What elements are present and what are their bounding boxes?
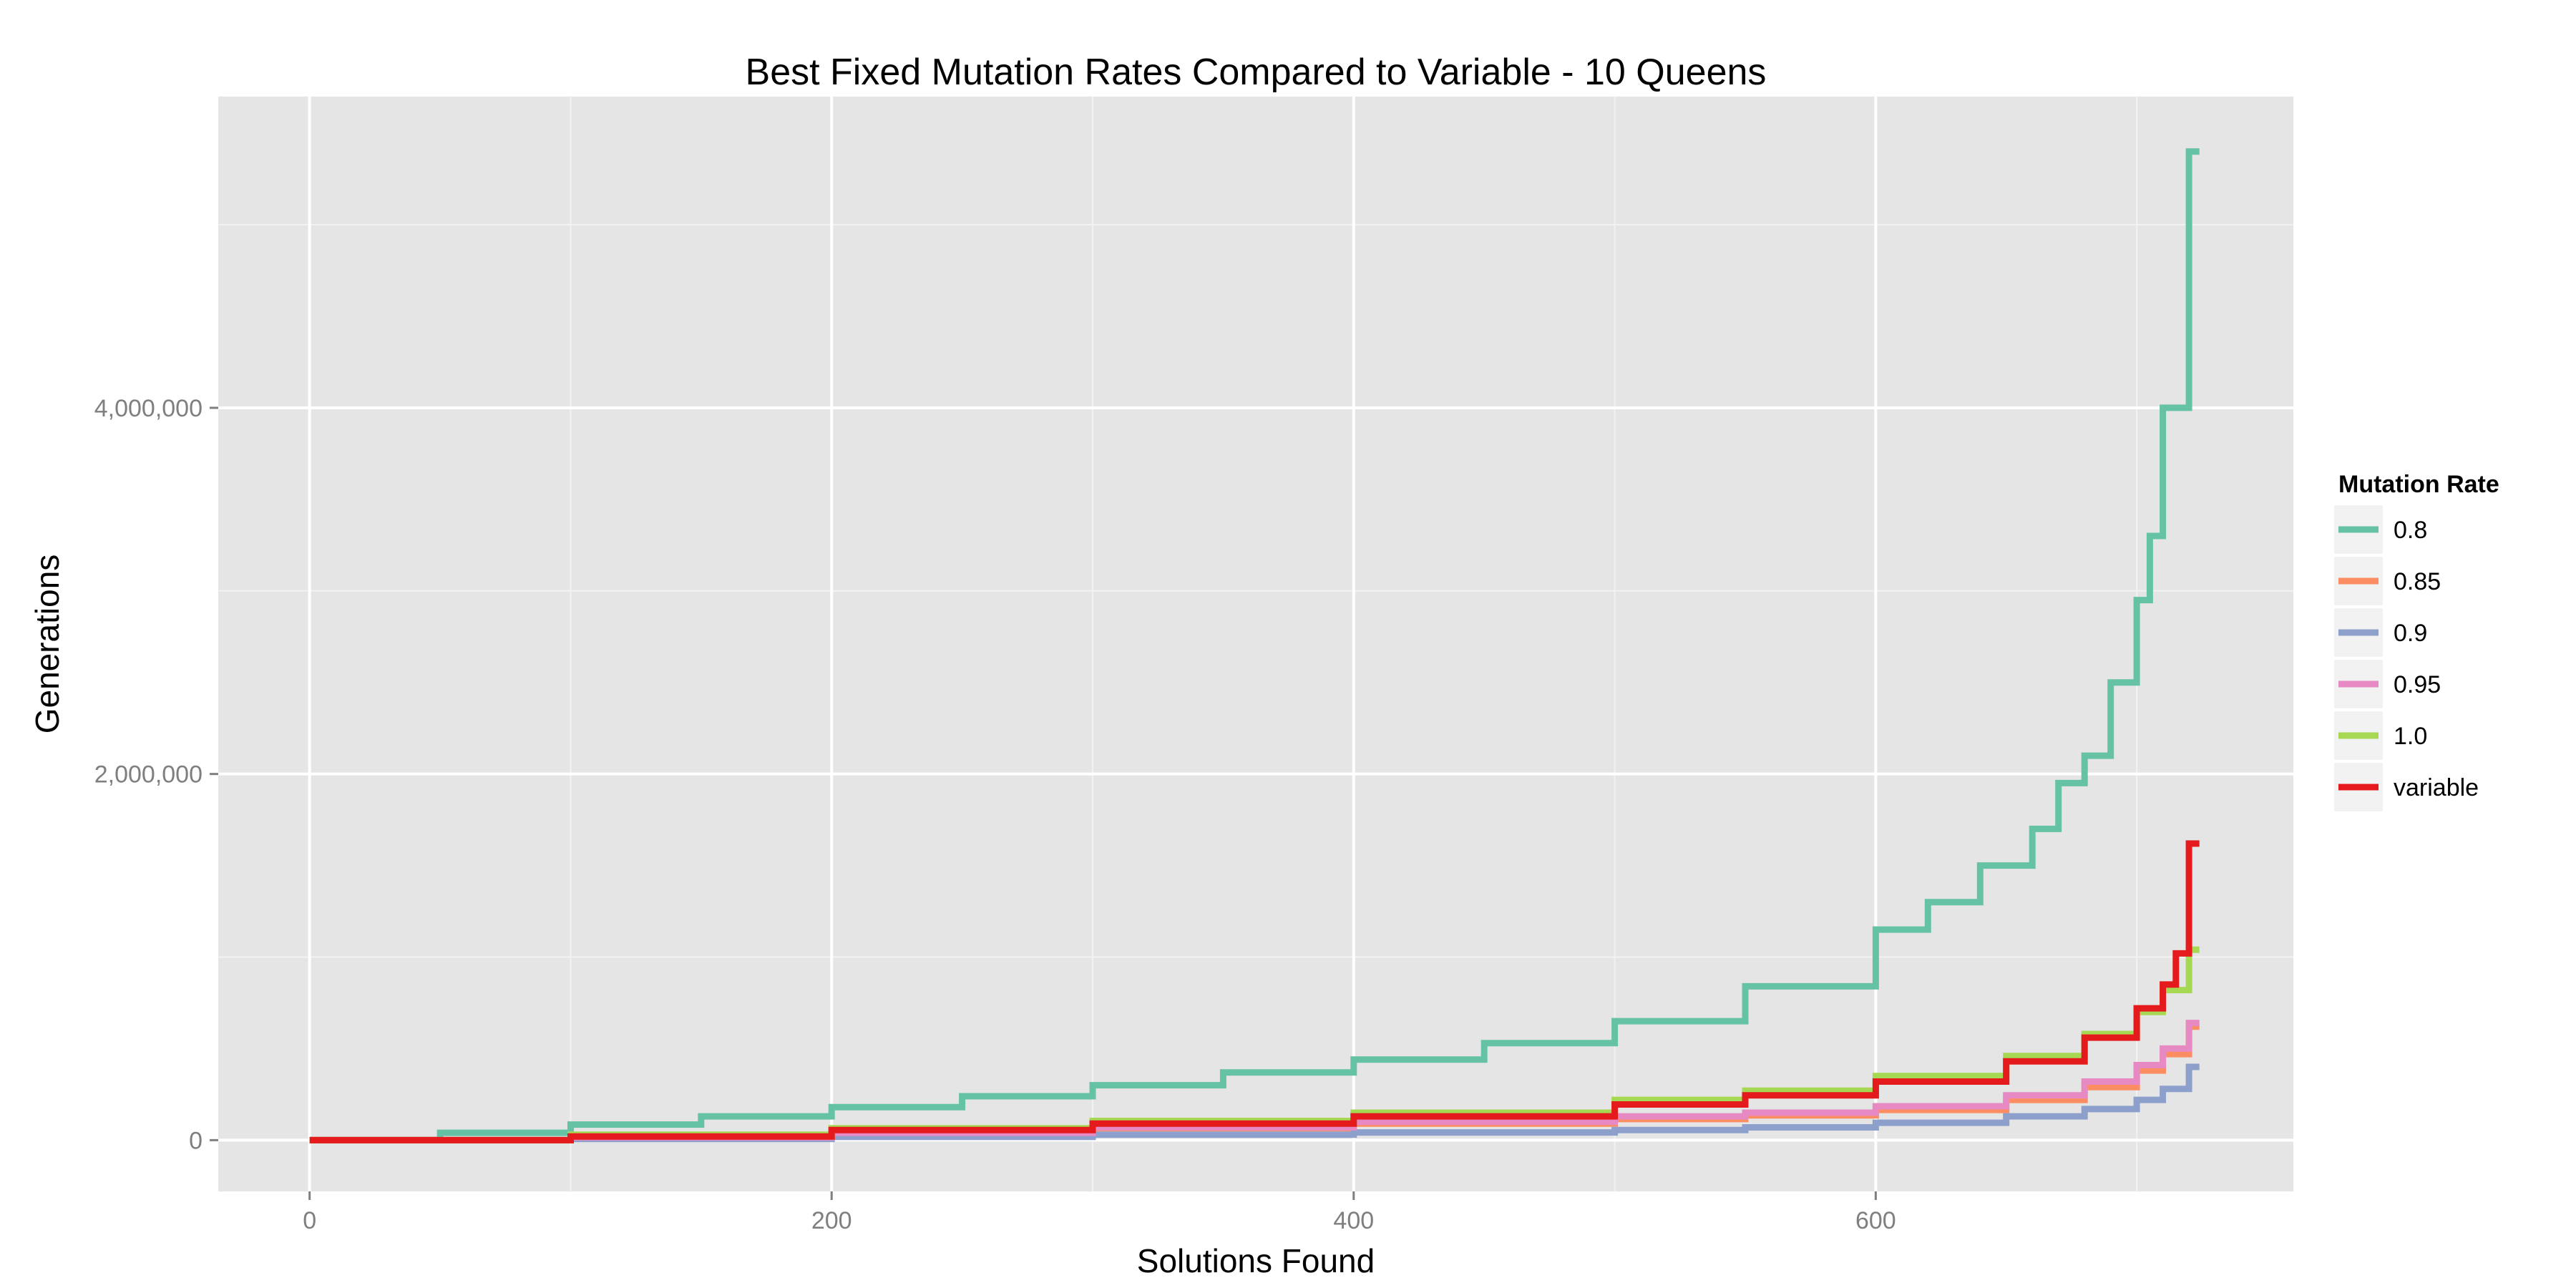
series-line-0-9 — [309, 1063, 2200, 1143]
chart-title: Best Fixed Mutation Rates Compared to Va… — [746, 52, 1767, 93]
plot-panel — [218, 97, 2293, 1191]
legend: Mutation Rate 0.8 0.85 0.9 0.95 1.0 variable — [2334, 471, 2499, 811]
grid-minor — [218, 97, 2293, 1191]
legend-label: 0.9 — [2394, 620, 2427, 647]
legend-label: 0.85 — [2394, 568, 2441, 595]
y-axis-title: Generations — [29, 555, 66, 734]
x-tick-label: 0 — [303, 1207, 316, 1234]
series-lines — [309, 148, 2200, 1143]
x-tick-label: 600 — [1855, 1207, 1896, 1234]
y-tick-label: 0 — [189, 1127, 203, 1154]
y-tick-label: 2,000,000 — [94, 761, 203, 789]
x-axis-ticks: 0 200 400 600 — [303, 1191, 1896, 1234]
series-line-0-8 — [309, 148, 2200, 1143]
x-axis-title: Solutions Found — [1137, 1242, 1375, 1279]
legend-label: variable — [2394, 774, 2479, 801]
x-tick-label: 200 — [811, 1207, 852, 1234]
legend-label: 0.95 — [2394, 671, 2441, 698]
legend-label: 1.0 — [2394, 723, 2427, 750]
y-axis-ticks: 0 2,000,000 4,000,000 — [94, 395, 218, 1154]
legend-label: 0.8 — [2394, 517, 2427, 544]
series-line-variable — [309, 840, 2200, 1143]
y-tick-label: 4,000,000 — [94, 395, 203, 422]
legend-title: Mutation Rate — [2338, 471, 2499, 498]
x-tick-label: 400 — [1333, 1207, 1374, 1234]
